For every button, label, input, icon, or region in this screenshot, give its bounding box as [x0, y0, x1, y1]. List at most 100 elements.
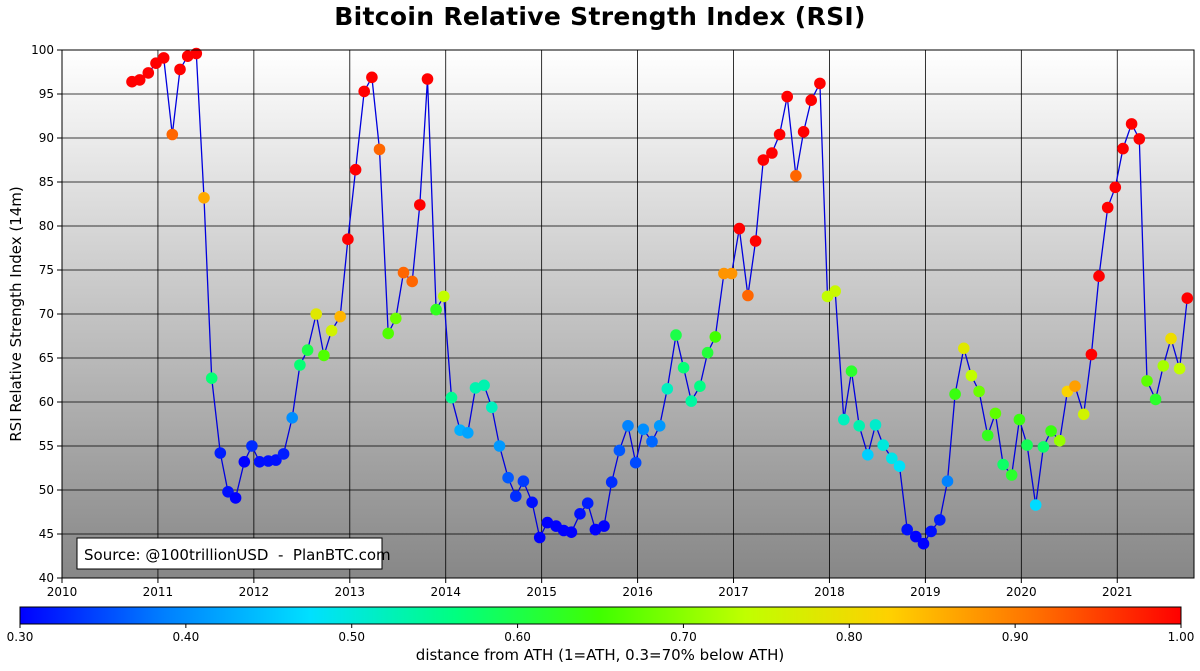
colorbar-tick-label: 0.40	[172, 630, 199, 644]
data-point	[781, 90, 793, 103]
y-tick-label: 90	[39, 131, 54, 145]
data-point	[190, 47, 203, 60]
data-point	[174, 63, 186, 76]
data-point	[814, 77, 826, 90]
data-point	[1133, 133, 1146, 145]
data-point	[941, 475, 954, 488]
data-point	[1149, 393, 1162, 406]
colorbar-tick-label: 0.60	[504, 630, 531, 644]
data-point	[742, 289, 754, 302]
y-tick-label: 60	[39, 395, 54, 409]
data-point	[934, 514, 946, 526]
y-tick-label: 95	[39, 87, 54, 101]
data-point	[214, 447, 227, 459]
source-box	[76, 537, 383, 570]
data-point	[565, 526, 578, 538]
colorbar-tick-label: 0.30	[7, 630, 34, 644]
data-point	[406, 275, 419, 288]
data-point	[845, 365, 858, 378]
data-point	[270, 454, 282, 466]
data-point	[790, 170, 802, 182]
data-point	[1109, 181, 1122, 194]
data-point	[725, 267, 738, 280]
data-point	[766, 147, 778, 159]
data-point	[685, 395, 698, 407]
data-point	[829, 285, 841, 297]
data-point	[965, 369, 978, 382]
data-point	[342, 233, 354, 245]
data-point	[805, 94, 817, 106]
data-point	[1157, 360, 1170, 372]
colorbar-tick-label: 0.50	[338, 630, 365, 644]
data-point	[486, 401, 498, 414]
y-tick-label: 50	[39, 483, 54, 497]
data-point	[198, 192, 210, 204]
data-point	[853, 420, 865, 432]
data-point	[797, 126, 810, 138]
data-point	[677, 361, 690, 374]
y-tick-label: 100	[31, 43, 54, 57]
data-point	[613, 444, 626, 457]
data-point	[1013, 413, 1026, 426]
data-point	[325, 324, 338, 337]
data-point	[318, 349, 330, 362]
y-tick-label: 85	[39, 175, 54, 189]
data-point	[1141, 375, 1153, 387]
data-point	[973, 385, 985, 398]
x-tick-label: 2018	[814, 585, 845, 599]
data-point	[670, 329, 682, 341]
data-point	[493, 440, 506, 452]
data-point	[142, 67, 155, 79]
data-point	[701, 346, 714, 359]
x-tick-label: 2020	[1006, 585, 1037, 599]
chart-title: Bitcoin Relative Strength Index (RSI)	[334, 2, 866, 31]
colorbar	[19, 606, 1182, 625]
plot-frame	[61, 49, 1195, 579]
data-point	[334, 310, 347, 323]
data-point	[238, 456, 251, 468]
data-point	[229, 492, 242, 504]
data-point	[1093, 270, 1105, 283]
data-point	[349, 163, 362, 176]
data-point	[533, 531, 546, 544]
x-tick-label: 2014	[430, 585, 461, 599]
data-point	[733, 222, 746, 235]
data-point	[205, 372, 218, 385]
data-point	[445, 391, 458, 404]
data-point	[886, 452, 898, 465]
data-point	[838, 413, 850, 426]
data-point	[877, 439, 889, 451]
data-point	[910, 530, 922, 543]
data-point	[1117, 142, 1129, 155]
data-point	[629, 456, 642, 469]
y-tick-label: 55	[39, 439, 54, 453]
axis-ticks: 2010 2011 2012 2013 2014 2015 2016 2017 2018 2019…	[31, 43, 1132, 599]
data-point	[869, 419, 882, 431]
data-point	[1125, 118, 1138, 130]
data-point	[1069, 380, 1081, 393]
data-point	[605, 476, 618, 488]
data-point	[366, 71, 378, 84]
data-point	[310, 308, 323, 320]
data-points	[126, 47, 1194, 550]
data-point	[1021, 439, 1033, 451]
data-point	[646, 435, 658, 448]
data-point	[773, 128, 786, 141]
data-point	[502, 471, 514, 484]
data-point	[1029, 499, 1042, 511]
data-point	[438, 290, 450, 303]
source-annotation: Source: @100trillionUSD - PlanBTC.com	[76, 537, 391, 570]
data-point	[997, 458, 1009, 471]
x-tick-label: 2015	[526, 585, 557, 599]
colorbar-tick-label: 1.00	[1168, 630, 1195, 644]
y-tick-label: 40	[39, 571, 54, 585]
data-point	[414, 199, 426, 211]
y-tick-label: 70	[39, 307, 54, 321]
data-point	[917, 537, 930, 550]
colorbar-label: distance from ATH (1=ATH, 0.3=70% below …	[416, 646, 784, 664]
data-point	[517, 475, 530, 488]
y-tick-label: 75	[39, 263, 54, 277]
data-point	[1173, 362, 1186, 375]
data-point	[510, 490, 522, 503]
